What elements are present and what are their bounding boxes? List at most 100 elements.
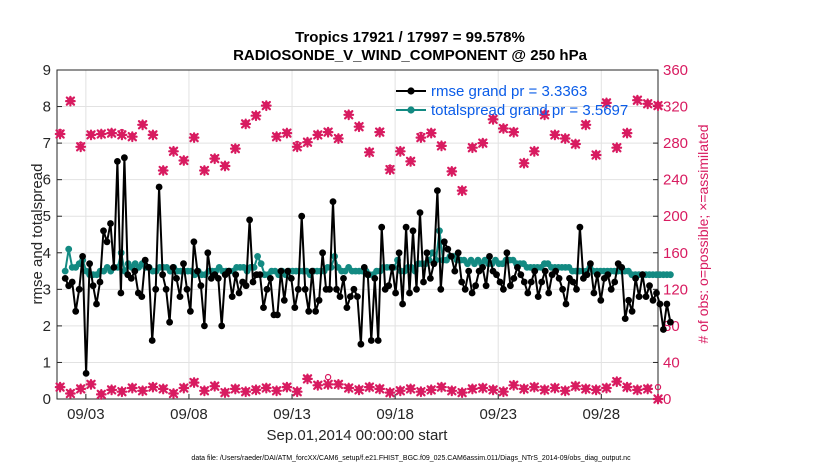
obs-assimilated-marker xyxy=(157,165,169,176)
obs-assimilated-marker xyxy=(188,132,200,143)
obs-assimilated-marker xyxy=(374,126,386,138)
rmse-point xyxy=(308,267,316,275)
rmse-point xyxy=(454,249,462,257)
rmse-point xyxy=(451,267,459,275)
y-tick-label-left: 6 xyxy=(43,172,51,189)
rmse-point xyxy=(263,285,271,293)
obs-assimilated-marker xyxy=(518,157,530,169)
obs-assimilated-marker xyxy=(343,109,355,121)
y-tick-label-right: 280 xyxy=(663,135,688,152)
obs-assimilated-marker xyxy=(467,142,478,154)
obs-assimilated-marker xyxy=(405,156,416,167)
rmse-point xyxy=(183,285,191,293)
rmse-point xyxy=(162,285,170,293)
rmse-point xyxy=(166,318,174,326)
obs-assimilated-marker xyxy=(219,160,231,172)
obs-assimilated-marker xyxy=(415,132,427,143)
y-tick-label-left: 5 xyxy=(43,208,51,225)
obs-assimilated-marker xyxy=(75,383,87,395)
obs-assimilated-marker xyxy=(394,385,406,397)
rmse-point xyxy=(667,318,674,326)
rmse-point xyxy=(517,271,525,279)
obs-assimilated-marker xyxy=(539,109,550,121)
rmse-point xyxy=(590,289,598,297)
spread-point xyxy=(667,271,674,279)
rmse-point xyxy=(343,304,351,311)
y-tick-label-left: 7 xyxy=(43,135,51,152)
obs-assimilated-marker xyxy=(497,123,509,134)
obs-assimilated-marker xyxy=(260,382,272,394)
y-tick-label-right: 200 xyxy=(663,208,688,225)
rmse-point xyxy=(465,267,473,275)
rmse-point xyxy=(291,304,299,311)
rmse-point xyxy=(148,337,156,344)
obs-assimilated-marker xyxy=(65,388,76,399)
y-tick-label-right: 40 xyxy=(663,354,680,371)
rmse-point xyxy=(409,227,417,235)
rmse-point xyxy=(440,238,448,246)
rmse-point xyxy=(371,275,379,282)
rmse-point xyxy=(468,289,476,297)
obs-assimilated-marker xyxy=(199,385,210,397)
rmse-point xyxy=(482,282,490,290)
rmse-point xyxy=(235,289,243,297)
legend-rmse-label: rmse grand pr = 3.3363 xyxy=(431,83,587,100)
obs-assimilated-marker xyxy=(85,379,97,390)
rmse-point xyxy=(228,293,236,300)
legend-spread-marker xyxy=(407,106,415,114)
legend: rmse grand pr = 3.3363 totalspread grand… xyxy=(396,83,628,119)
x-tick-label: 09/28 xyxy=(583,406,621,423)
obs-assimilated-marker xyxy=(322,379,334,390)
obs-assimilated-marker xyxy=(312,129,324,141)
legend-rmse-marker xyxy=(407,87,415,95)
rmse-point xyxy=(194,267,201,275)
obs-possible-marker xyxy=(324,373,332,381)
spread-point xyxy=(61,267,69,275)
rmse-point xyxy=(319,249,326,257)
rmse-point xyxy=(388,264,396,271)
obs-assimilated-marker xyxy=(178,382,190,394)
rmse-point xyxy=(249,278,257,286)
obs-assimilated-marker xyxy=(611,376,623,388)
rmse-point xyxy=(204,249,212,257)
obs-series xyxy=(54,94,664,405)
rmse-point xyxy=(82,370,90,377)
obs-possible-marker xyxy=(654,383,662,391)
obs-assimilated-marker xyxy=(312,379,324,391)
obs-assimilated-marker xyxy=(137,119,148,131)
rmse-point xyxy=(604,271,612,279)
rmse-point xyxy=(68,278,76,286)
rmse-point xyxy=(284,267,292,275)
y-tick-label-left: 2 xyxy=(43,318,51,335)
obs-assimilated-marker xyxy=(95,389,107,400)
rmse-point xyxy=(402,223,410,231)
rmse-point xyxy=(520,278,528,286)
rmse-point xyxy=(364,271,372,279)
rmse-point xyxy=(493,271,500,279)
rmse-point xyxy=(437,285,445,293)
footer-datafile: data file: /Users/raeder/DAI/ATM_forcXX/… xyxy=(191,455,631,462)
rmse-point xyxy=(531,267,539,275)
rmse-point xyxy=(461,285,469,293)
rmse-point xyxy=(385,282,393,290)
rmse-point xyxy=(628,307,636,315)
rmse-point xyxy=(500,285,507,293)
y-axis-left: 0 1 2 3 4 5 6 7 8 9 xyxy=(43,62,62,408)
obs-assimilated-marker xyxy=(632,94,643,106)
x-axis: 09/03 09/08 09/13 09/18 09/23 09/28 xyxy=(67,394,620,423)
obs-assimilated-marker xyxy=(446,166,458,177)
rmse-point xyxy=(562,300,570,308)
rmse-point xyxy=(357,340,365,348)
rmse-point xyxy=(350,285,358,293)
rmse-point xyxy=(61,275,69,282)
rmse-point xyxy=(326,285,333,293)
rmse-point xyxy=(555,275,563,282)
legend-spread-label: totalspread grand pr = 3.5697 xyxy=(431,102,628,119)
rmse-point xyxy=(354,293,361,300)
obs-assimilated-marker xyxy=(539,384,550,396)
rmse-point xyxy=(573,285,580,293)
rmse-point xyxy=(430,260,438,268)
spread-point xyxy=(254,253,261,260)
rmse-point xyxy=(96,278,104,286)
rmse-point xyxy=(141,256,149,264)
